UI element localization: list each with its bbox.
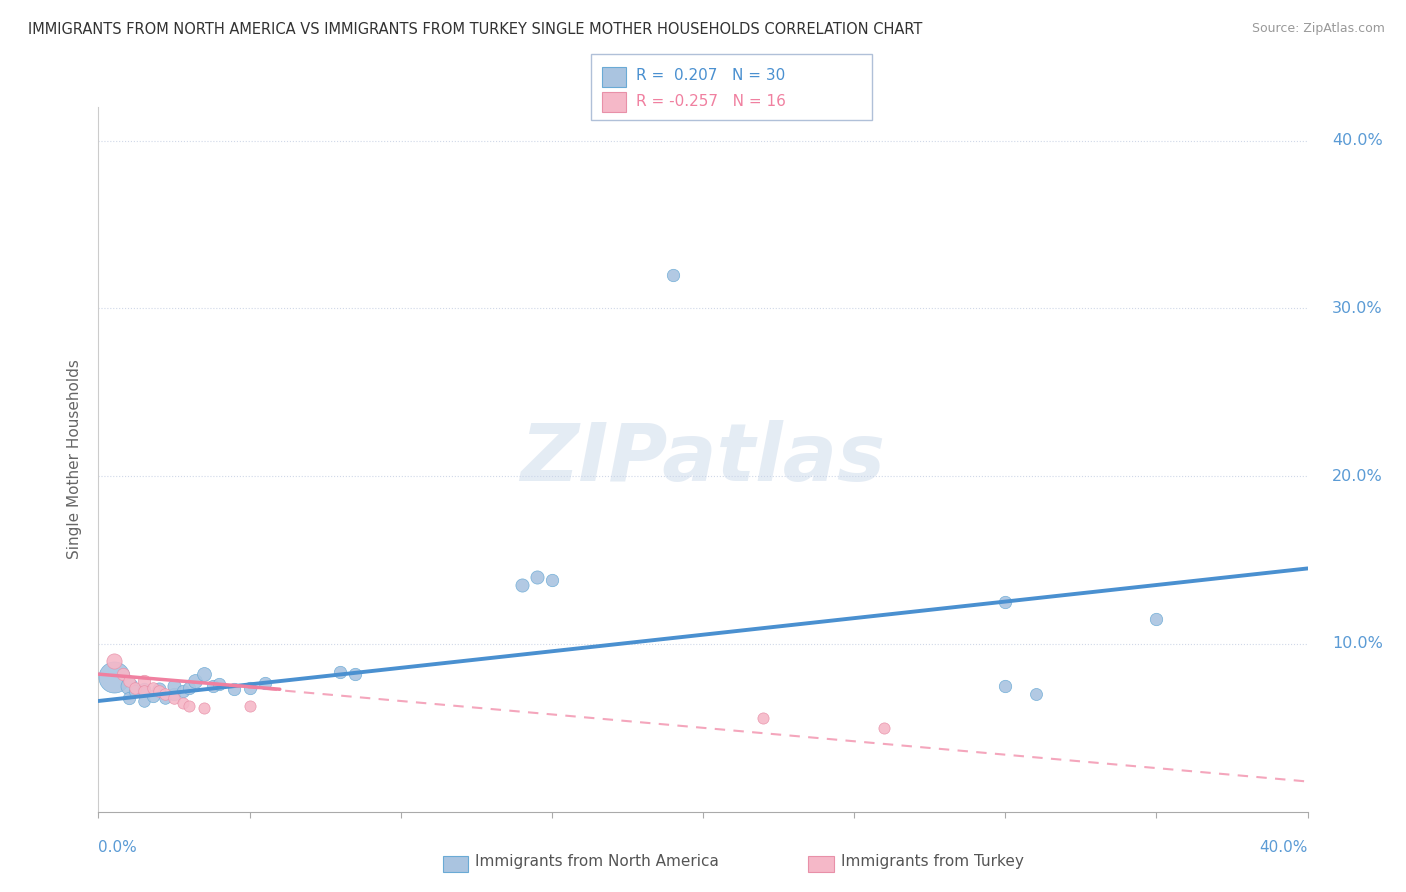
Text: Immigrants from North America: Immigrants from North America [475,855,718,869]
Point [510,578,533,592]
Point [124,684,146,698]
Point [526,570,548,584]
Point [994,595,1017,609]
Point [239,681,262,695]
Text: Immigrants from Turkey: Immigrants from Turkey [841,855,1024,869]
Text: R =  0.207   N = 30: R = 0.207 N = 30 [636,68,785,83]
Point [153,690,176,705]
Point [172,696,194,710]
Point [253,675,276,690]
Point [163,687,186,701]
Text: 30.0%: 30.0% [1331,301,1382,316]
Text: ZIPatlas: ZIPatlas [520,420,886,499]
Point [239,699,262,714]
Point [132,682,155,697]
Point [202,679,225,693]
Point [193,700,215,714]
Point [148,684,170,698]
Point [224,682,246,697]
Y-axis label: Single Mother Households: Single Mother Households [67,359,83,559]
Point [1144,612,1167,626]
Point [163,690,186,705]
Text: 40.0%: 40.0% [1260,840,1308,855]
Point [153,687,176,701]
Text: IMMIGRANTS FROM NORTH AMERICA VS IMMIGRANTS FROM TURKEY SINGLE MOTHER HOUSEHOLDS: IMMIGRANTS FROM NORTH AMERICA VS IMMIGRA… [28,22,922,37]
Point [184,673,207,688]
Point [118,679,141,693]
Text: 40.0%: 40.0% [1331,133,1382,148]
Point [111,667,134,681]
Point [752,711,775,725]
Point [132,684,155,698]
Point [124,681,146,695]
Text: 0.0%: 0.0% [98,840,138,855]
Point [344,667,367,681]
Point [103,654,125,668]
Text: 10.0%: 10.0% [1331,636,1382,651]
Point [103,671,125,685]
Text: R = -0.257   N = 16: R = -0.257 N = 16 [636,94,786,109]
Text: Source: ZipAtlas.com: Source: ZipAtlas.com [1251,22,1385,36]
Point [132,694,155,708]
Point [1024,687,1046,701]
Point [132,673,155,688]
Point [142,681,165,695]
Point [193,667,215,681]
Point [172,684,194,698]
Point [148,682,170,697]
Point [329,665,352,680]
Text: 20.0%: 20.0% [1331,468,1382,483]
Point [179,681,201,695]
Point [208,677,231,691]
Point [873,721,896,735]
Point [540,573,562,587]
Point [994,679,1017,693]
Point [118,690,141,705]
Point [661,268,683,282]
Point [179,699,201,714]
Point [118,673,141,688]
Point [142,689,165,703]
Point [163,679,186,693]
